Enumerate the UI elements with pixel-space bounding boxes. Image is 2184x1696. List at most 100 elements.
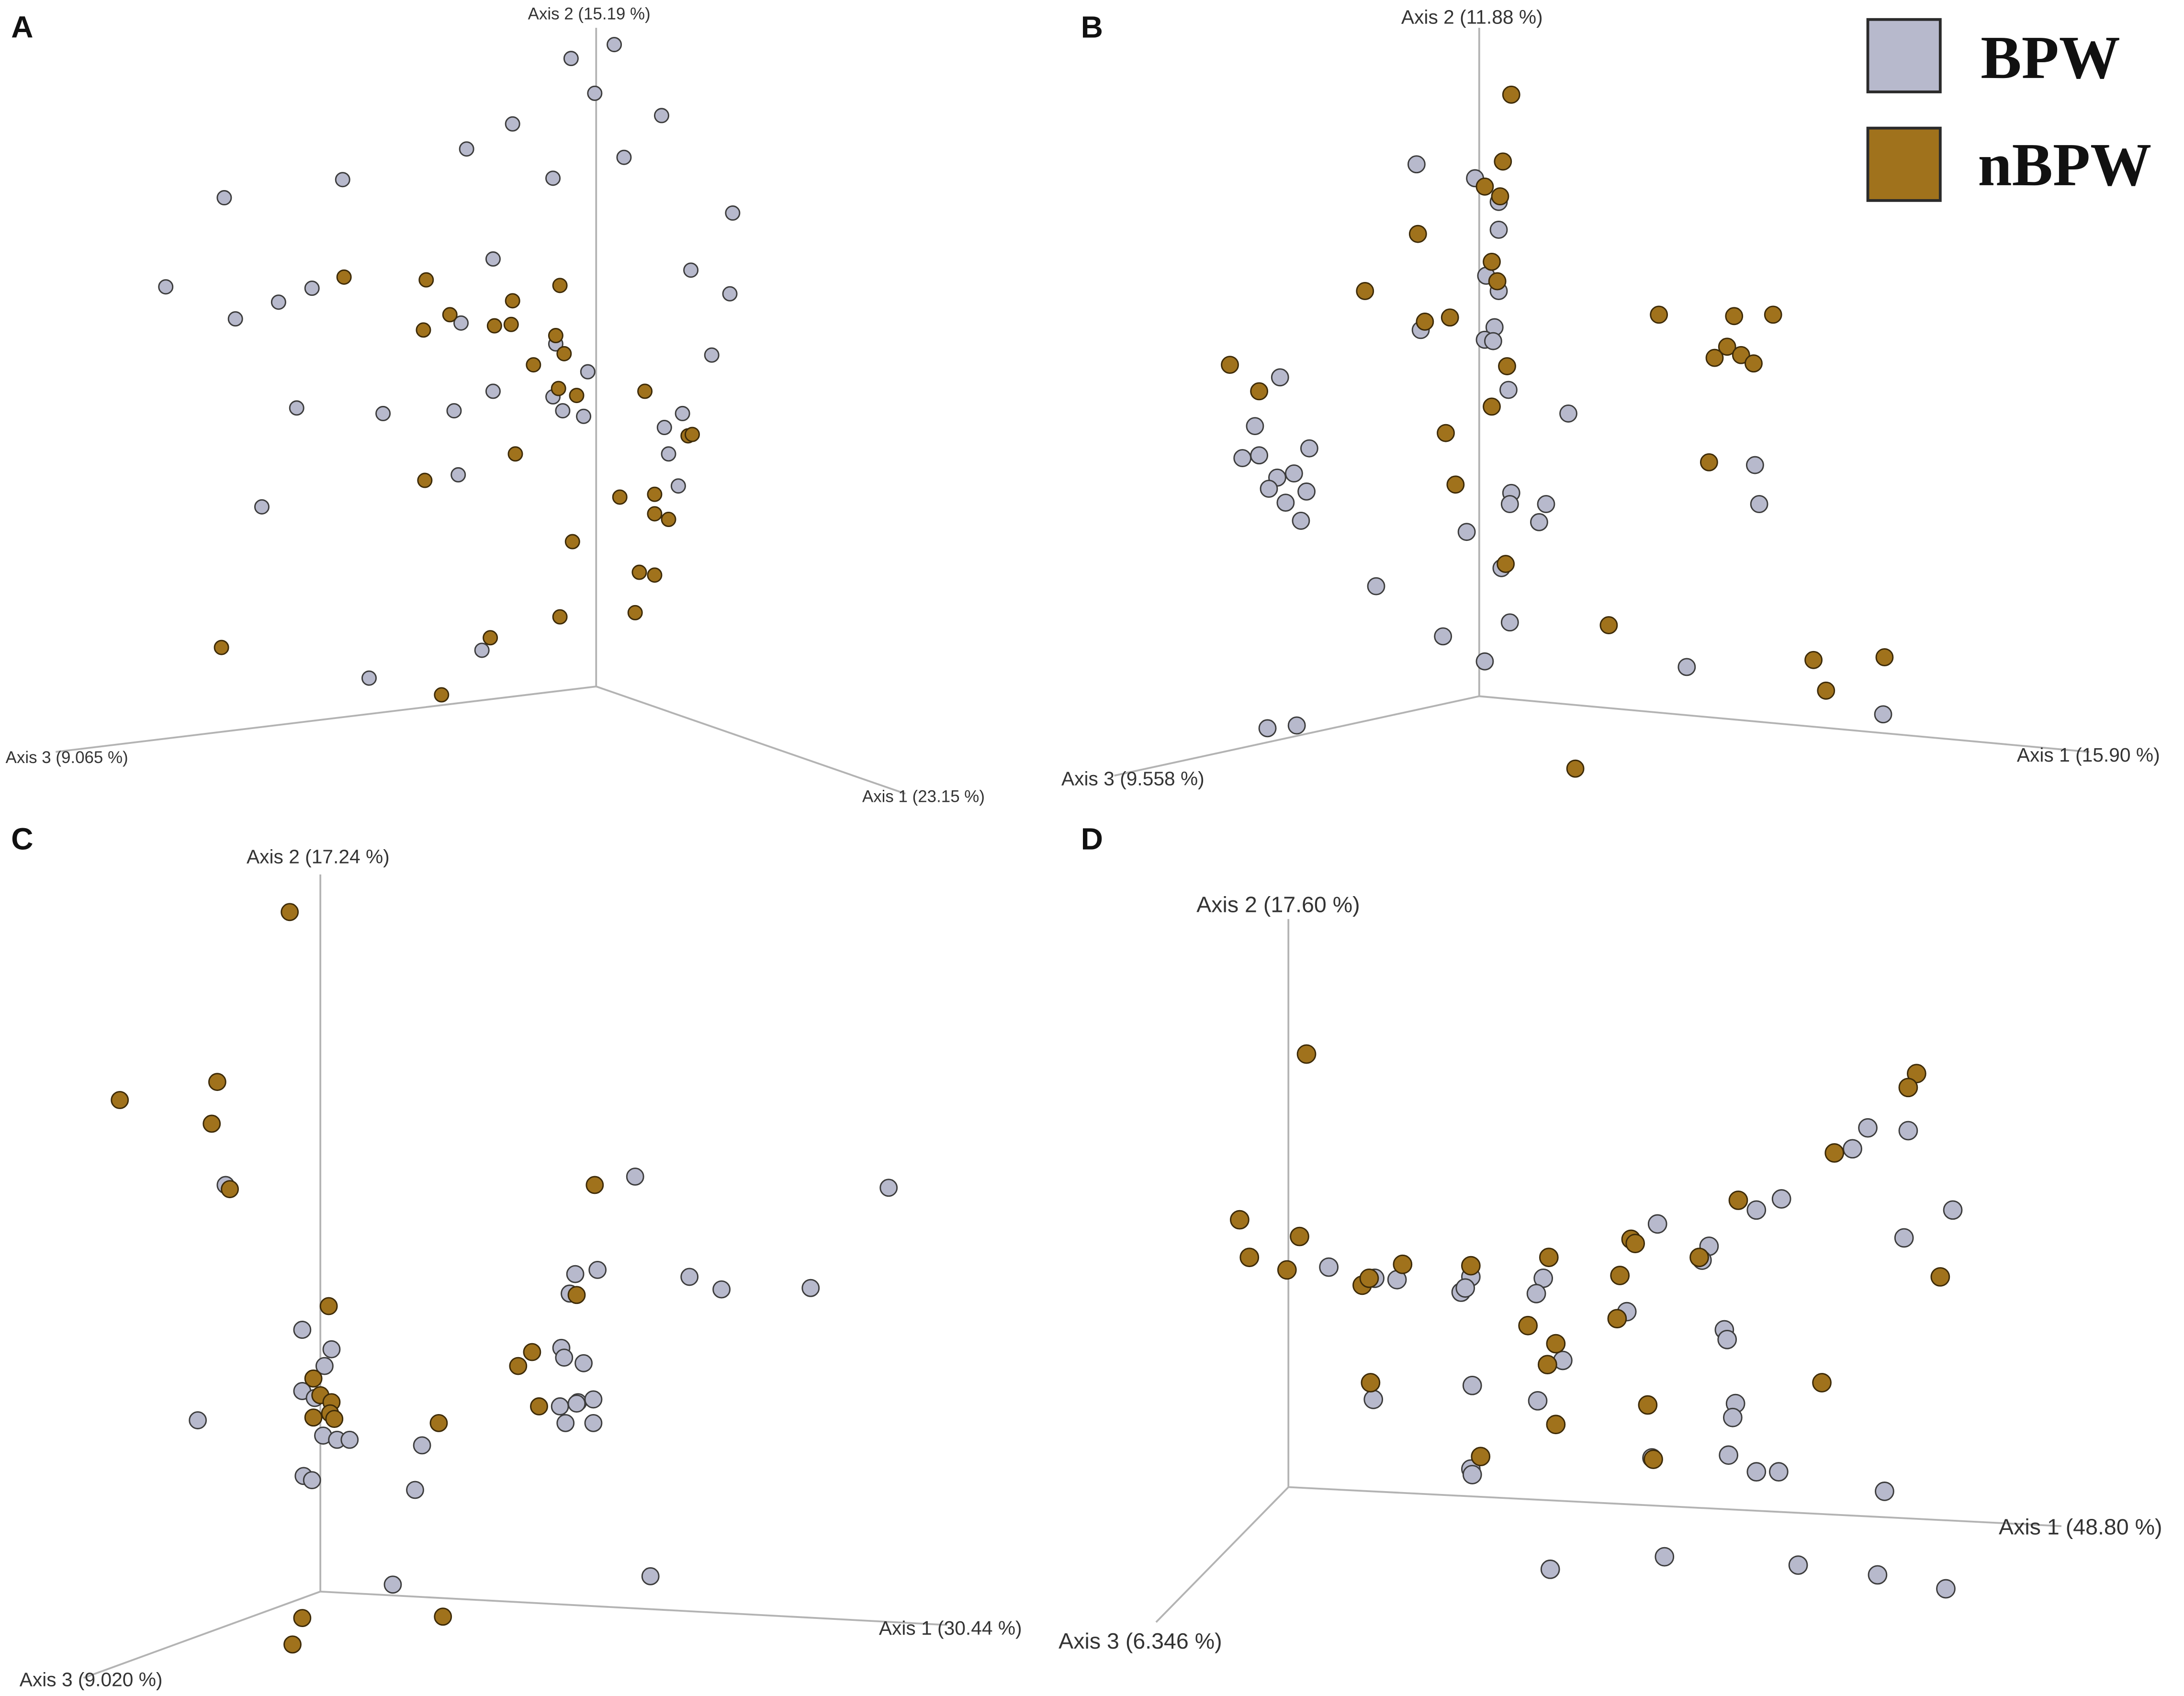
point-nbpw-b xyxy=(1408,225,1427,243)
point-bpw-a xyxy=(361,670,377,686)
point-bpw-a xyxy=(661,446,676,462)
point-nbpw-b xyxy=(1725,307,1744,326)
point-bpw-d xyxy=(1894,1228,1914,1248)
point-bpw-a xyxy=(725,205,741,221)
point-nbpw-d xyxy=(1471,1447,1491,1467)
point-nbpw-b xyxy=(1718,337,1736,356)
point-nbpw-b xyxy=(1488,272,1507,291)
point-nbpw-d xyxy=(1610,1266,1630,1285)
point-bpw-b xyxy=(1250,446,1269,465)
axis1-line-b xyxy=(1479,695,2090,753)
point-bpw-c xyxy=(413,1436,431,1455)
axis3-line-c xyxy=(83,1591,321,1679)
point-bpw-b xyxy=(1677,658,1696,676)
point-nbpw-a xyxy=(556,346,572,361)
point-bpw-a xyxy=(587,85,603,101)
point-nbpw-d xyxy=(1277,1260,1297,1280)
legend-swatch-bpw xyxy=(1866,18,1942,93)
point-bpw-d xyxy=(1943,1200,1963,1220)
point-nbpw-d xyxy=(1361,1373,1381,1393)
point-nbpw-b xyxy=(1441,308,1459,327)
point-nbpw-a xyxy=(647,486,663,502)
point-nbpw-d xyxy=(1239,1247,1260,1268)
point-bpw-a xyxy=(670,478,686,494)
point-nbpw-a xyxy=(336,269,352,285)
legend-label-bpw: BPW xyxy=(1981,23,2120,91)
point-bpw-a xyxy=(580,364,596,380)
point-bpw-c xyxy=(406,1481,424,1499)
point-nbpw-b xyxy=(1650,305,1668,324)
point-bpw-b xyxy=(1300,439,1318,458)
point-bpw-c xyxy=(584,1414,603,1432)
point-nbpw-a xyxy=(627,605,643,620)
point-bpw-d xyxy=(1936,1579,1956,1599)
point-nbpw-c xyxy=(221,1180,239,1199)
axis1-line-d xyxy=(1288,1486,2062,1528)
point-bpw-b xyxy=(1530,513,1548,531)
point-bpw-c xyxy=(801,1279,820,1297)
panel-a: A Axis 2 (15.19 %) Axis 1 (23.15 %) Axis… xyxy=(6,5,985,806)
point-bpw-a xyxy=(216,190,232,206)
point-nbpw-d xyxy=(1728,1191,1748,1210)
point-nbpw-b xyxy=(1483,397,1501,416)
point-nbpw-b xyxy=(1705,348,1724,367)
point-bpw-d xyxy=(1540,1559,1560,1579)
point-nbpw-c xyxy=(319,1297,338,1315)
panel-d: D Axis 2 (17.60 %) Axis 1 (48.80 %) Axis… xyxy=(1058,821,2162,1653)
point-nbpw-d xyxy=(1518,1315,1538,1336)
point-bpw-a xyxy=(683,262,699,278)
axis3-label-c: Axis 3 (9.020 %) xyxy=(20,1669,163,1691)
point-bpw-a xyxy=(227,311,243,327)
point-nbpw-a xyxy=(417,472,433,488)
point-nbpw-b xyxy=(1497,555,1515,573)
point-nbpw-d xyxy=(1296,1044,1317,1064)
point-nbpw-d xyxy=(1538,1355,1557,1375)
point-bpw-c xyxy=(566,1265,585,1283)
point-bpw-a xyxy=(459,141,474,157)
point-nbpw-a xyxy=(552,278,568,293)
point-bpw-d xyxy=(1719,1445,1738,1465)
point-nbpw-c xyxy=(429,1414,448,1432)
panel-label-d: D xyxy=(1081,821,1103,856)
point-nbpw-b xyxy=(1416,313,1434,331)
point-bpw-c xyxy=(584,1390,603,1409)
panel-c: C Axis 2 (17.24 %) Axis 1 (30.44 %) Axis… xyxy=(11,821,1022,1690)
axis1-label-a: Axis 1 (23.15 %) xyxy=(862,787,985,806)
point-nbpw-a xyxy=(647,567,663,583)
point-nbpw-c xyxy=(523,1343,541,1361)
point-bpw-b xyxy=(1367,577,1385,595)
legend-label-nbpw: nBPW xyxy=(1978,131,2151,199)
point-bpw-d xyxy=(1462,1375,1482,1395)
point-nbpw-d xyxy=(1644,1449,1663,1469)
point-bpw-d xyxy=(1875,1482,1894,1501)
point-nbpw-b xyxy=(1599,616,1618,634)
point-nbpw-d xyxy=(1607,1309,1627,1329)
point-bpw-b xyxy=(1258,719,1277,738)
point-bpw-d xyxy=(1771,1189,1791,1209)
point-nbpw-c xyxy=(283,1635,302,1654)
point-bpw-c xyxy=(551,1397,569,1415)
point-nbpw-a xyxy=(434,687,450,703)
axis1-line-a xyxy=(596,685,906,795)
legend: BPW nBPW xyxy=(1866,18,2151,202)
point-bpw-a xyxy=(375,405,391,421)
legend-swatch-nbpw xyxy=(1866,126,1942,202)
point-bpw-d xyxy=(1858,1118,1878,1138)
point-bpw-c xyxy=(189,1411,207,1429)
point-bpw-a xyxy=(254,499,270,515)
point-bpw-d xyxy=(1363,1390,1384,1409)
point-bpw-c xyxy=(680,1268,699,1286)
point-nbpw-b xyxy=(1491,187,1509,206)
point-bpw-c xyxy=(574,1354,593,1372)
point-bpw-b xyxy=(1287,716,1306,735)
point-bpw-b xyxy=(1500,613,1519,632)
axis2-label-d: Axis 2 (17.60 %) xyxy=(1196,892,1360,917)
point-bpw-d xyxy=(1788,1555,1808,1575)
point-nbpw-d xyxy=(1546,1334,1566,1354)
point-nbpw-a xyxy=(548,328,563,344)
point-nbpw-b xyxy=(1446,475,1465,494)
point-nbpw-d xyxy=(1812,1373,1832,1393)
point-nbpw-a xyxy=(486,318,502,334)
point-nbpw-d xyxy=(1290,1226,1309,1247)
point-bpw-b xyxy=(1559,404,1577,423)
